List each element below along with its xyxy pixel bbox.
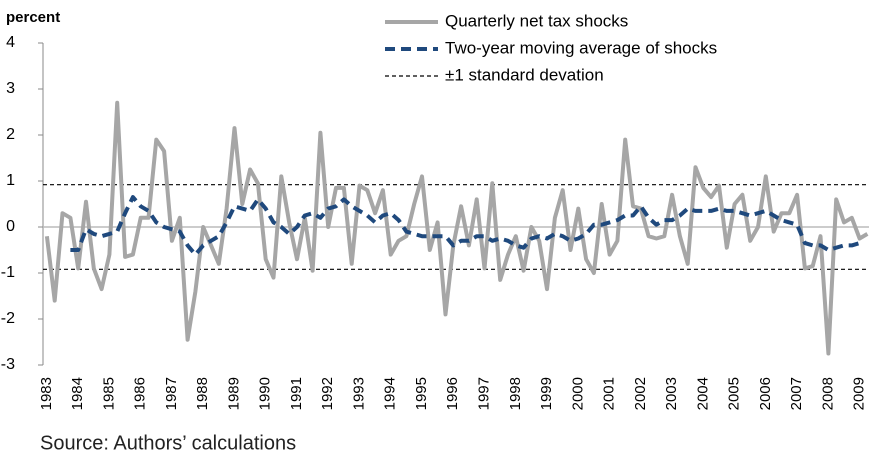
legend-label: Two-year moving average of shocks [445,38,717,57]
x-tick-label: 1991 [288,377,305,410]
x-tick-label: 2005 [726,377,743,410]
x-tick-label: 2000 [569,377,586,410]
x-tick-label: 1999 [538,377,555,410]
y-tick-label: 4 [6,34,15,51]
x-tick-label: 1996 [444,377,461,410]
x-tick-label: 1988 [194,377,211,410]
y-tick-label: -2 [1,310,15,327]
x-tick-label: 1983 [38,377,55,410]
y-tick-label: 3 [6,80,15,97]
x-tick-label: 2004 [694,377,711,410]
y-axis-label: percent [6,9,60,26]
x-tick-label: 2001 [601,377,618,410]
y-tick-label: -1 [1,264,15,281]
x-tick-label: 1987 [163,377,180,410]
x-tick-label: 1989 [225,377,242,410]
x-tick-label: 1994 [382,377,399,410]
x-tick-label: 1993 [350,377,367,410]
x-tick-label: 2007 [788,377,805,410]
legend-label: ±1 standard devation [445,65,604,84]
y-tick-label: 1 [6,172,15,189]
x-tick-label: 2009 [851,377,868,410]
source-note: Source: Authors’ calculations [40,432,296,454]
x-tick-label: 1986 [132,377,149,410]
y-tick-label: -3 [1,356,15,373]
x-tick-label: 1985 [100,377,117,410]
x-tick-label: 2008 [819,377,836,410]
x-tick-label: 1990 [257,377,274,410]
x-tick-label: 1984 [69,377,86,410]
x-tick-label: 1997 [475,377,492,410]
series-line [44,100,869,356]
x-tick-label: 1995 [413,377,430,410]
x-tick-label: 2002 [632,377,649,410]
y-tick-label: 2 [6,126,15,143]
x-tick-label: 1998 [507,377,524,410]
legend-label: Quarterly net tax shocks [445,11,628,30]
x-tick-label: 2006 [757,377,774,410]
x-tick-label: 1992 [319,377,336,410]
y-tick-label: 0 [6,218,15,235]
x-tick-label: 2003 [663,377,680,410]
series-line [70,195,861,257]
